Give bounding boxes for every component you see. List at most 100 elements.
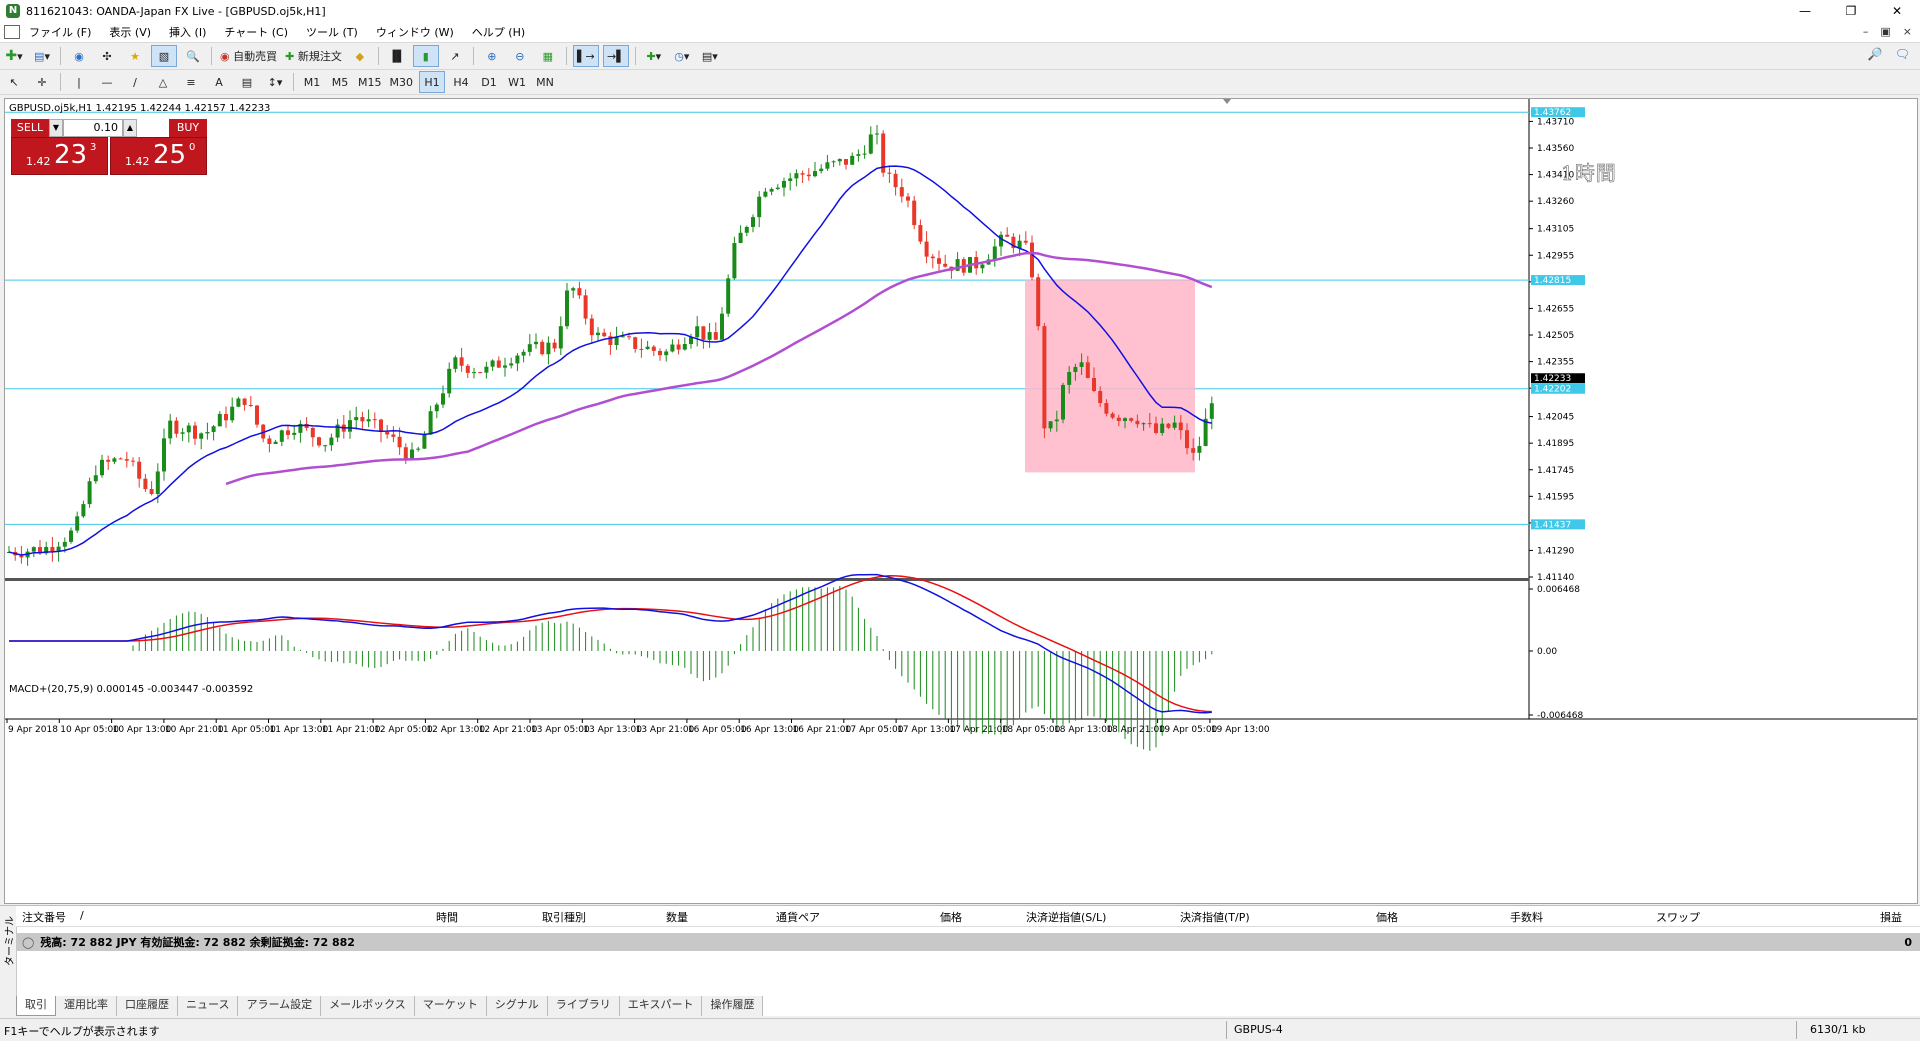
volume-input[interactable]: 0.10	[63, 119, 123, 137]
periods-icon[interactable]: ◷ ▾	[674, 49, 690, 63]
cursor-icon[interactable]: ↖	[9, 75, 19, 89]
sell-price[interactable]: 1.42 23 3	[11, 137, 108, 175]
horizontal-line-icon[interactable]: —	[101, 75, 113, 89]
new-chart-icon[interactable]: ✚ ▾	[5, 48, 23, 64]
sell-button[interactable]: SELL	[11, 119, 49, 137]
volume-down-icon[interactable]: ▼	[49, 119, 63, 137]
tf-m30[interactable]: M30	[389, 75, 414, 89]
text-icon[interactable]: A	[215, 75, 223, 89]
menu-file[interactable]: ファイル (F)	[29, 26, 92, 39]
balance-row[interactable]: ◯ 残高: 72 882 JPY 有効証拠金: 72 882 余剰証拠金: 72…	[16, 933, 1920, 951]
tab-library[interactable]: ライブラリ	[547, 996, 620, 1016]
tile-windows-icon[interactable]: ▦	[542, 49, 554, 63]
chart-window[interactable]: 1.43710 1.43560 1.43410 1.43260 1.43105 1.429…	[4, 98, 1918, 904]
candle-body	[372, 419, 377, 421]
indicators-icon[interactable]: ✚ ▾	[646, 49, 662, 63]
tf-m1[interactable]: M1	[303, 75, 321, 89]
tf-mn[interactable]: MN	[536, 75, 554, 89]
col-tp[interactable]: 決済指値(T/P)	[1180, 911, 1250, 924]
data-window-icon[interactable]: ✣	[102, 49, 112, 63]
col-order[interactable]: 注文番号	[22, 911, 66, 924]
tf-d1[interactable]: D1	[481, 75, 497, 89]
tf-m5[interactable]: M5	[331, 75, 349, 89]
tf-m15[interactable]: M15	[358, 75, 382, 89]
time-tick-label: 13 Apr 13:00	[583, 725, 642, 735]
tab-news[interactable]: ニュース	[178, 996, 239, 1016]
col-price[interactable]: 価格	[940, 911, 962, 924]
minimize-button[interactable]: —	[1799, 4, 1811, 18]
col-volume[interactable]: 数量	[666, 911, 688, 924]
trendline-icon[interactable]: ∕	[133, 75, 137, 89]
col-swap[interactable]: スワップ	[1656, 911, 1700, 924]
auto-scroll-icon[interactable]: ▌→	[572, 45, 599, 67]
col-profit[interactable]: 損益	[1880, 911, 1902, 924]
fibonacci-icon[interactable]: ≡	[186, 75, 196, 89]
candle-body	[428, 411, 433, 435]
candle-body	[1191, 448, 1196, 453]
document-icon	[4, 25, 20, 39]
menu-help[interactable]: ヘルプ (H)	[471, 26, 526, 39]
col-time[interactable]: 時間	[436, 911, 458, 924]
tab-journal[interactable]: 操作履歴	[702, 996, 764, 1016]
col-price2[interactable]: 価格	[1376, 911, 1398, 924]
vertical-line-icon[interactable]: |	[77, 75, 81, 89]
auto-trading-button[interactable]: ◉ 自動売買	[220, 49, 278, 64]
child-restore-icon[interactable]: ▣	[1880, 25, 1891, 38]
menu-view[interactable]: 表示 (V)	[109, 26, 152, 39]
tab-exposure[interactable]: 運用比率	[56, 996, 117, 1016]
terminal-icon[interactable]: ▧	[151, 45, 177, 67]
profiles-icon[interactable]: ▤ ▾	[34, 49, 50, 63]
timeframe-label[interactable]: 1時間	[1561, 161, 1617, 186]
metaeditor-icon[interactable]: ◆	[355, 49, 365, 63]
volume-up-icon[interactable]: ▲	[123, 119, 137, 137]
candle-body	[38, 547, 42, 554]
navigator-icon[interactable]: ★	[130, 49, 140, 63]
zoom-out-icon[interactable]: ⊖	[515, 49, 525, 63]
search-icon[interactable]: 🔎	[1867, 47, 1883, 61]
text-label-icon[interactable]: ▤	[241, 75, 253, 89]
tf-h4[interactable]: H4	[453, 75, 469, 89]
col-sort[interactable]: /	[80, 909, 84, 922]
new-order-button[interactable]: ✚ 新規注文	[285, 49, 342, 64]
restore-button[interactable]: ❐	[1845, 4, 1857, 18]
tf-h1[interactable]: H1	[419, 71, 445, 93]
col-symbol[interactable]: 通貨ペア	[776, 911, 820, 924]
col-commission[interactable]: 手数料	[1510, 911, 1543, 924]
candlestick-icon[interactable]: ▮	[412, 45, 439, 67]
buy-button[interactable]: BUY	[169, 119, 207, 137]
child-close-icon[interactable]: ×	[1902, 25, 1912, 38]
chat-icon[interactable]: 🗨	[1894, 47, 1910, 61]
price-tick-label: 1.41595	[1537, 492, 1574, 502]
market-watch-icon[interactable]: ◉	[74, 49, 84, 63]
bar-chart-icon[interactable]: ▐▌	[388, 49, 406, 63]
tab-signals[interactable]: シグナル	[486, 996, 548, 1016]
line-chart-icon[interactable]: ↗	[450, 49, 460, 63]
zoom-in-icon[interactable]: ⊕	[487, 49, 497, 63]
col-sl[interactable]: 決済逆指値(S/L)	[1026, 911, 1107, 924]
templates-icon[interactable]: ▤ ▾	[701, 49, 718, 63]
tab-market[interactable]: マーケット	[414, 996, 487, 1016]
candle-body	[875, 133, 879, 135]
menu-insert[interactable]: 挿入 (I)	[169, 26, 207, 39]
price-chart[interactable]: 1.437101.435601.434101.432601.431051.429…	[5, 99, 1917, 903]
buy-price[interactable]: 1.42 25 0	[110, 137, 207, 175]
candle-body	[236, 398, 241, 407]
tab-trade[interactable]: 取引	[16, 996, 56, 1016]
arrows-icon[interactable]: ↕▾	[267, 75, 283, 89]
menu-chart[interactable]: チャート (C)	[224, 26, 289, 39]
menu-window[interactable]: ウィンドウ (W)	[375, 26, 454, 39]
tab-mailbox[interactable]: メールボックス	[321, 996, 415, 1016]
tester-icon[interactable]: 🔍	[186, 49, 200, 63]
tf-w1[interactable]: W1	[508, 75, 526, 89]
terminal-side-tab[interactable]: ターミナル	[0, 906, 17, 1016]
crosshair-icon[interactable]: ✛	[37, 75, 47, 89]
tab-history[interactable]: 口座履歴	[117, 996, 178, 1016]
close-button[interactable]: ✕	[1891, 4, 1903, 18]
tab-experts[interactable]: エキスパート	[619, 996, 703, 1016]
col-type[interactable]: 取引種別	[542, 911, 586, 924]
chart-shift-icon[interactable]: →▌	[602, 45, 629, 67]
tab-alerts[interactable]: アラーム設定	[238, 996, 322, 1016]
child-minimize-icon[interactable]: –	[1862, 25, 1869, 38]
menu-tools[interactable]: ツール (T)	[306, 26, 358, 39]
channel-icon[interactable]: △	[158, 75, 168, 89]
